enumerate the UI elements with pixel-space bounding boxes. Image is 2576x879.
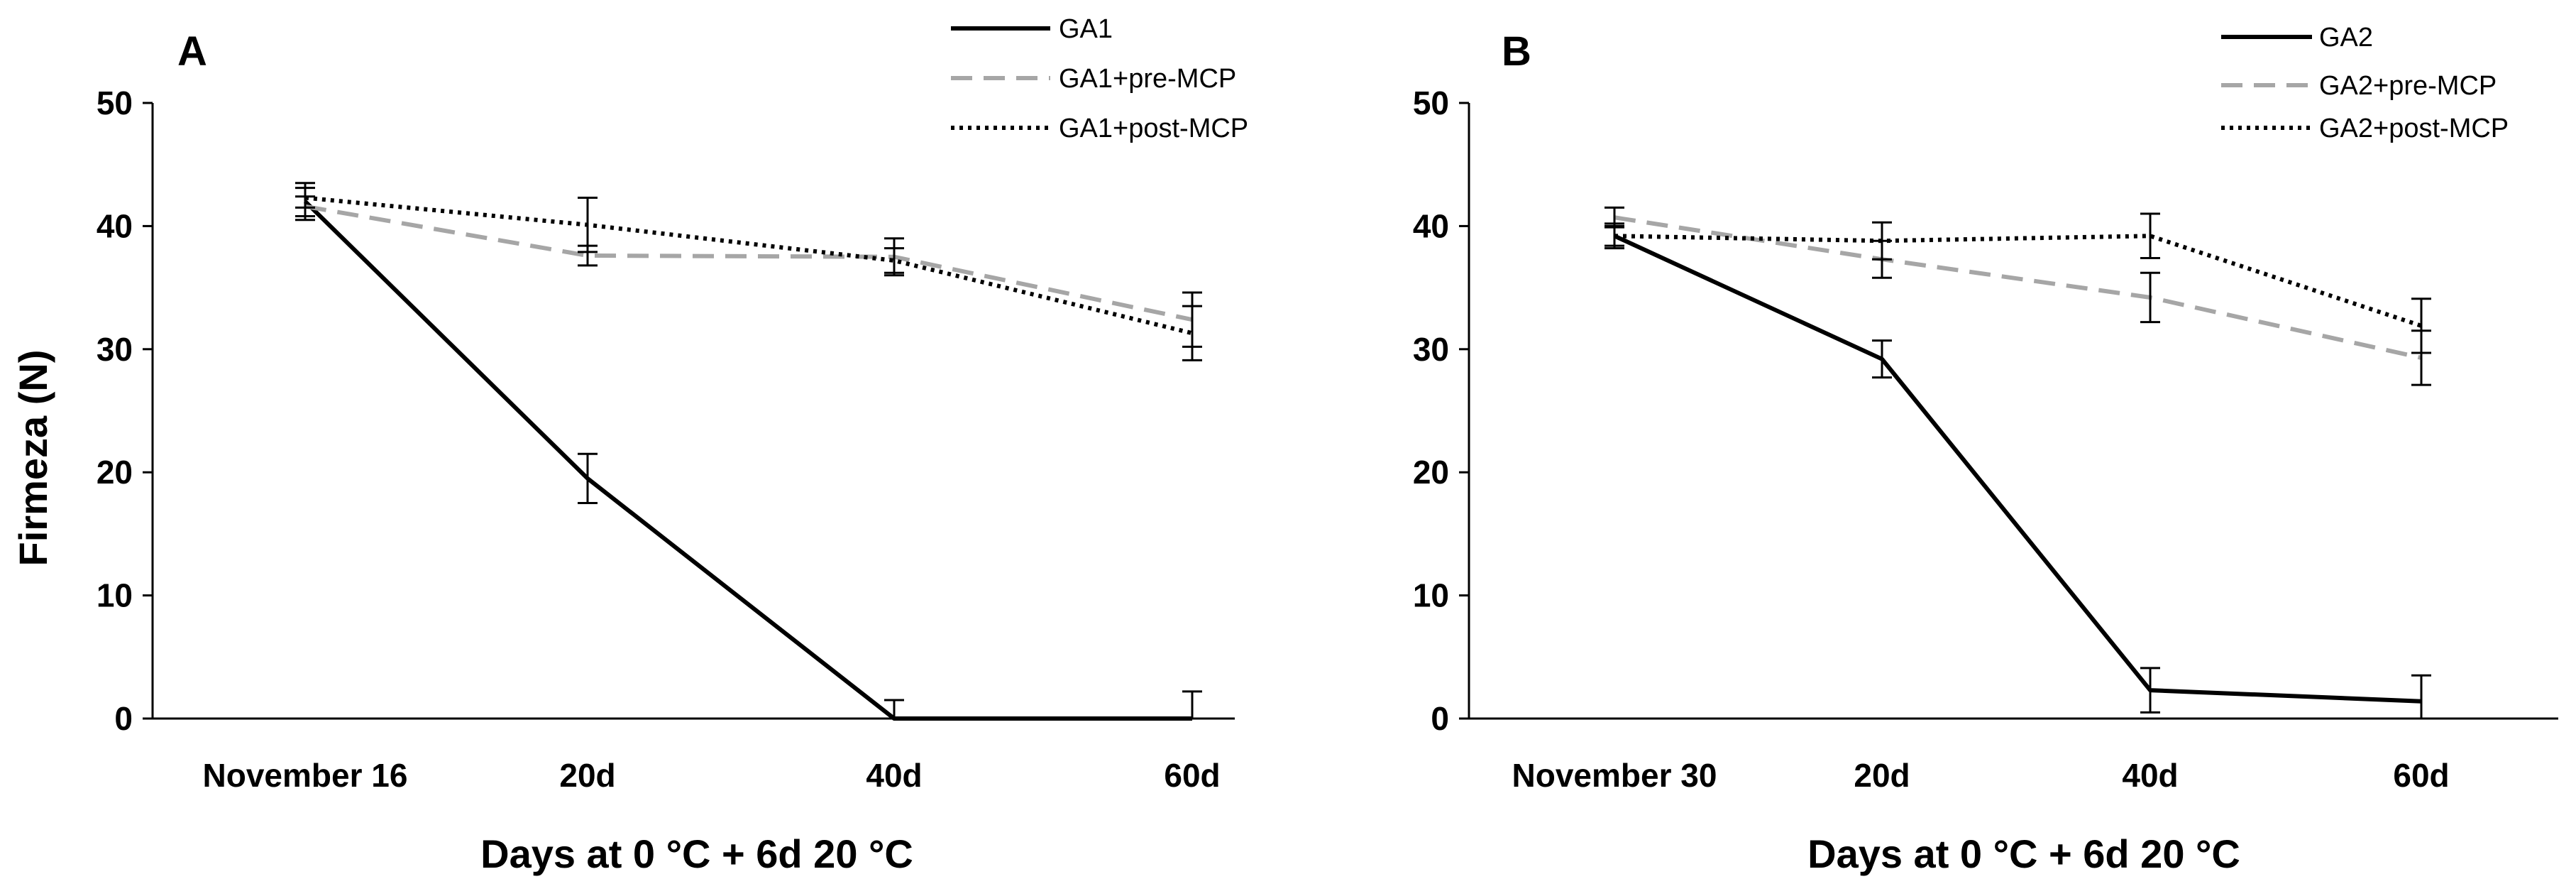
panel-a-series-0 <box>295 182 1202 721</box>
panel-a-series-line-dashed <box>304 204 1193 322</box>
panel-a-error-bar <box>578 452 598 505</box>
panel-a-y-tick-label: 20 <box>97 454 133 491</box>
panel-b-error-bar <box>2411 674 2431 720</box>
panel-a-error-bar <box>884 699 904 720</box>
panel-b-y-tick-label: 0 <box>1431 700 1449 737</box>
panel-b-error-bar <box>2140 667 2160 714</box>
legend-label: GA1 <box>1059 14 1113 44</box>
legend-label: GA2 <box>2319 23 2373 53</box>
panel-a-x-category-label: 40d <box>866 757 922 794</box>
panel-b-chart: B Days at 0 °C + 6d 20 °C GA2 GA2+pre-MC… <box>1413 23 2558 876</box>
panel-b-series-2 <box>1605 212 2431 354</box>
panel-a-x-category-label: 20d <box>559 757 615 794</box>
panel-b-y-tick-label: 20 <box>1413 454 1449 491</box>
panel-a-y-axis-label: Firmeza (N) <box>11 350 55 567</box>
panel-b-error-bar <box>2140 212 2160 259</box>
panel-b-error-bar <box>1872 339 1892 379</box>
panel-a-error-bar <box>884 247 904 274</box>
panel-a-series-2 <box>295 187 1202 361</box>
legend-label: GA2+pre-MCP <box>2319 71 2497 101</box>
panel-a-y-tick-label: 10 <box>97 577 133 614</box>
panel-b-x-category-label: November 30 <box>1512 757 1717 794</box>
panel-b-series-1 <box>1605 206 2431 386</box>
panel-a-series-line-solid <box>303 200 1192 721</box>
panel-a-y-tick-label: 50 <box>97 84 133 121</box>
panel-b-error-bar <box>2140 271 2160 324</box>
panel-b-label: B <box>1502 28 1531 75</box>
panel-b-legend-item-2: GA2+post-MCP <box>2221 114 2509 143</box>
panel-b-error-bar <box>2411 297 2431 354</box>
panel-b-x-category-label: 60d <box>2393 757 2449 794</box>
panel-a-legend: GA1 GA1+pre-MCP GA1+post-MCP <box>951 14 1248 143</box>
panel-a-legend-item-0: GA1 <box>951 14 1113 44</box>
legend-label: GA1+pre-MCP <box>1059 64 1236 94</box>
panel-b-axes: 0 10 20 30 40 50 November 30 20d 40d 60d <box>1413 84 2558 794</box>
panel-b-series-line-dotted <box>1614 234 2422 328</box>
panel-b-legend-item-0: GA2 <box>2221 23 2373 53</box>
panel-a-series-line-dotted <box>304 195 1193 336</box>
legend-label: GA2+post-MCP <box>2319 114 2509 143</box>
panel-b-x-category-label: 20d <box>1854 757 1910 794</box>
panel-b-legend: GA2 GA2+pre-MCP GA2+post-MCP <box>2221 23 2509 143</box>
panel-a-error-bar <box>295 187 315 209</box>
panel-b-x-category-label: 40d <box>2122 757 2178 794</box>
panel-a-error-bar <box>578 197 598 253</box>
panel-a-x-category-label: November 16 <box>203 757 408 794</box>
panel-a-legend-item-1: GA1+pre-MCP <box>951 64 1236 94</box>
panel-b-legend-item-1: GA2+pre-MCP <box>2221 71 2497 101</box>
legend-label: GA1+post-MCP <box>1059 114 1248 143</box>
panel-b-error-bar <box>1605 224 1624 247</box>
panel-a-x-axis-label: Days at 0 °C + 6d 20 °C <box>480 831 913 876</box>
panel-b-series-line-dashed <box>1614 215 2422 360</box>
panel-a-x-category-label: 60d <box>1164 757 1220 794</box>
panel-a-y-tick-label: 40 <box>97 207 133 244</box>
panel-b-y-tick-label: 10 <box>1413 577 1449 614</box>
panel-a-legend-item-2: GA1+post-MCP <box>951 114 1248 143</box>
panel-a-y-tick-label: 0 <box>114 700 133 737</box>
panel-b-y-tick-label: 40 <box>1413 207 1449 244</box>
panel-b-error-bar <box>1872 221 1892 261</box>
panel-b-series-line-solid <box>1613 234 2422 704</box>
panel-b-series-0 <box>1605 222 2431 720</box>
panel-b-y-tick-label: 30 <box>1413 331 1449 368</box>
panel-a-error-bar <box>1182 690 1202 720</box>
panel-a-label: A <box>177 28 207 75</box>
panel-a-axes: 0 10 20 30 40 50 November 16 20d 40d 60d <box>97 84 1235 794</box>
panel-a-chart: A Firmeza (N) Days at 0 °C + 6d 20 °C GA… <box>11 14 1248 876</box>
panel-a-y-tick-label: 30 <box>97 331 133 368</box>
panel-b-y-tick-label: 50 <box>1413 84 1449 121</box>
panel-b-x-axis-label: Days at 0 °C + 6d 20 °C <box>1807 831 2240 876</box>
panel-a-error-bar <box>1182 305 1202 361</box>
